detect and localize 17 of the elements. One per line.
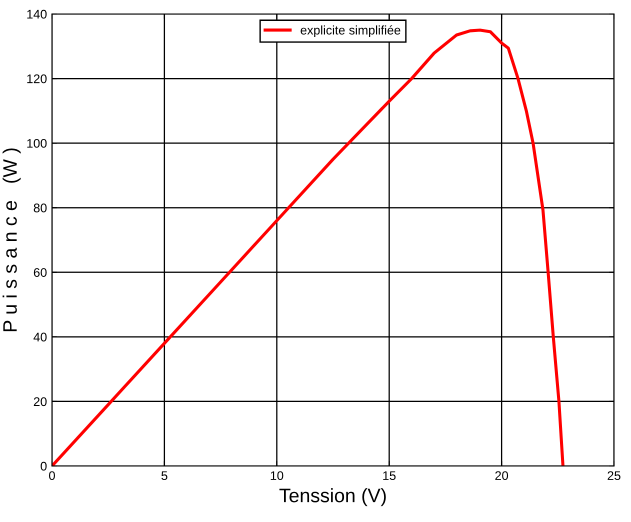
y-tick-label: 80 xyxy=(34,204,47,212)
x-tick-label: 25 xyxy=(608,471,620,480)
x-axis-title: Tenssion (V) xyxy=(279,488,386,506)
y-tick-label: 20 xyxy=(34,397,47,406)
x-tick-label: 20 xyxy=(495,471,508,480)
y-tick-label: 100 xyxy=(27,138,47,148)
y-tick-label: 140 xyxy=(27,10,47,19)
y-tick-label: 60 xyxy=(34,268,47,277)
x-tick-label: 0 xyxy=(49,471,55,480)
x-tick-label: 10 xyxy=(270,471,284,480)
y-axis-title: P u i s s a n c e (W ) xyxy=(2,148,21,332)
y-tick-label: 0 xyxy=(40,462,47,471)
x-tick-label: 15 xyxy=(383,471,396,480)
y-tick-label: 120 xyxy=(27,74,47,84)
legend-label: explicite simplifiée xyxy=(300,25,400,38)
y-tick-label: 40 xyxy=(34,332,47,342)
x-tick-label: 5 xyxy=(161,471,168,480)
